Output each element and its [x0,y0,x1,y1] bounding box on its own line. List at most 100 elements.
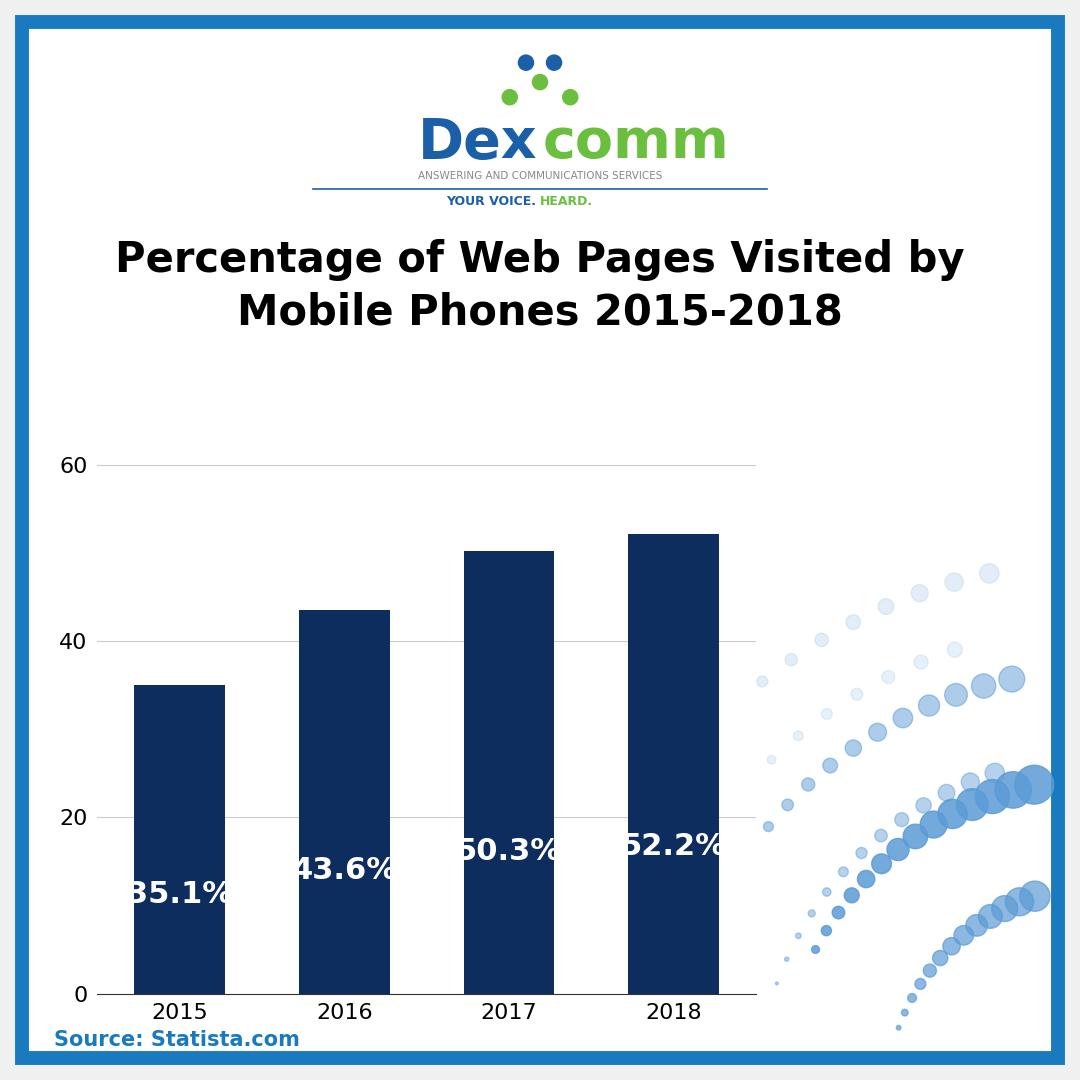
Text: YOUR VOICE.: YOUR VOICE. [446,195,540,208]
Circle shape [903,824,928,849]
Circle shape [782,799,794,811]
Circle shape [845,888,860,903]
Circle shape [902,1009,908,1016]
Circle shape [923,964,936,977]
Circle shape [532,75,548,90]
Circle shape [893,708,913,728]
Circle shape [916,798,931,813]
Circle shape [796,933,801,939]
Circle shape [667,904,671,907]
Circle shape [1015,766,1054,805]
Circle shape [660,783,666,789]
Circle shape [915,978,926,989]
Circle shape [784,957,788,961]
Circle shape [937,799,968,828]
Circle shape [833,906,845,919]
Circle shape [846,740,862,756]
Circle shape [775,982,779,985]
Text: comm: comm [542,116,729,170]
Circle shape [914,656,928,670]
Circle shape [943,937,960,955]
Circle shape [894,812,908,826]
Circle shape [720,810,727,816]
Text: 43.6%: 43.6% [292,856,397,886]
Circle shape [978,905,1002,929]
Circle shape [933,950,948,966]
Circle shape [851,688,863,700]
Circle shape [683,872,687,876]
Circle shape [918,694,940,716]
Bar [629,534,719,994]
Circle shape [653,937,657,941]
Circle shape [717,896,723,902]
Circle shape [801,778,814,791]
Circle shape [823,888,831,896]
Circle shape [961,773,980,791]
Circle shape [746,846,755,854]
Circle shape [821,926,832,935]
Circle shape [822,708,833,719]
Circle shape [882,671,895,684]
Circle shape [794,731,804,741]
Circle shape [681,754,689,761]
Circle shape [563,90,578,105]
FancyBboxPatch shape [22,22,1058,1058]
Circle shape [907,994,917,1002]
Circle shape [518,55,534,70]
Circle shape [640,814,646,820]
Circle shape [896,1025,901,1030]
Circle shape [1020,881,1050,912]
Circle shape [966,915,987,936]
Circle shape [999,666,1025,692]
Circle shape [858,870,875,888]
Circle shape [846,615,861,630]
Circle shape [546,55,562,70]
Circle shape [812,946,820,954]
Circle shape [838,867,848,877]
Circle shape [623,846,626,850]
Bar [299,609,390,994]
Circle shape [939,784,955,801]
Circle shape [757,676,768,687]
Text: Percentage of Web Pages Visited by
Mobile Phones 2015-2018: Percentage of Web Pages Visited by Mobil… [116,240,964,333]
Bar [463,551,554,994]
Circle shape [1005,888,1034,916]
Text: 50.3%: 50.3% [456,837,562,866]
Circle shape [743,782,751,789]
Circle shape [700,840,706,846]
Circle shape [875,829,888,841]
Text: Dex: Dex [418,116,538,170]
Circle shape [815,633,828,647]
Circle shape [872,854,891,874]
Circle shape [972,674,996,698]
Circle shape [878,598,894,615]
Circle shape [808,909,815,917]
Circle shape [957,788,988,821]
Circle shape [945,573,963,591]
Bar [134,685,225,994]
Text: Source: Statista.com: Source: Statista.com [54,1029,300,1050]
Text: 52.2%: 52.2% [621,832,727,861]
Circle shape [920,811,947,838]
Circle shape [954,926,973,945]
Circle shape [980,564,999,583]
Circle shape [823,758,838,773]
Circle shape [764,822,773,832]
Text: 35.1%: 35.1% [126,880,232,909]
Circle shape [767,755,775,765]
Text: HEARD.: HEARD. [540,195,593,208]
Circle shape [945,684,968,706]
Circle shape [975,780,1010,813]
Circle shape [887,838,909,861]
Circle shape [868,724,887,741]
Text: ANSWERING AND COMMUNICATIONS SERVICES: ANSWERING AND COMMUNICATIONS SERVICES [418,171,662,181]
Circle shape [856,848,867,859]
Circle shape [947,643,962,658]
Circle shape [730,700,740,711]
Circle shape [705,727,714,735]
Circle shape [785,653,797,665]
Circle shape [995,772,1031,808]
Circle shape [731,870,738,877]
Circle shape [991,895,1017,921]
Circle shape [502,90,517,105]
